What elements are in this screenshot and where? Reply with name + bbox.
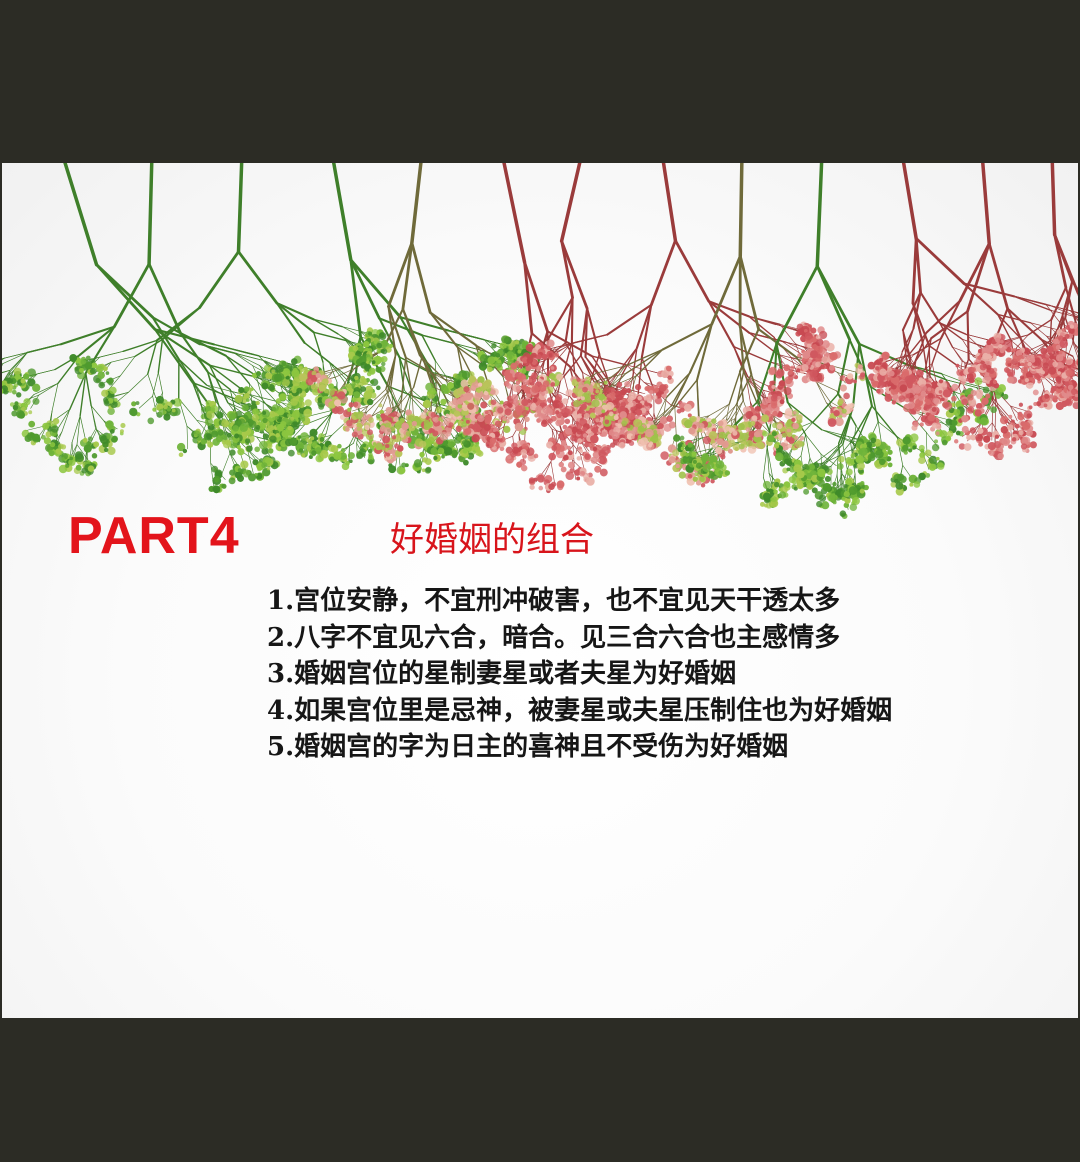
section-title: 好婚姻的组合: [390, 520, 594, 560]
points-list: 1.宫位安静，不宜刑冲破害，也不宜见天干透太多 2.八字不宜见六合，暗合。见三合…: [267, 583, 892, 766]
hanging-branches-image: [2, 163, 1078, 519]
slide: PART4 好婚姻的组合 1.宫位安静，不宜刑冲破害，也不宜见天干透太多 2.八…: [2, 163, 1078, 1018]
part-label: PART4: [68, 507, 240, 565]
point-item: 2.八字不宜见六合，暗合。见三合六合也主感情多: [267, 622, 841, 653]
point-item: 4.如果宫位里是忌神，被妻星或夫星压制住也为好婚姻: [267, 695, 893, 726]
point-item: 3.婚姻宫位的星制妻星或者夫星为好婚姻: [267, 659, 737, 689]
point-item: 5.婚姻宫的字为日主的喜神且不受伤为好婚姻: [267, 732, 789, 762]
point-item: 1.宫位安静，不宜刑冲破害，也不宜见天干透太多: [267, 586, 841, 616]
